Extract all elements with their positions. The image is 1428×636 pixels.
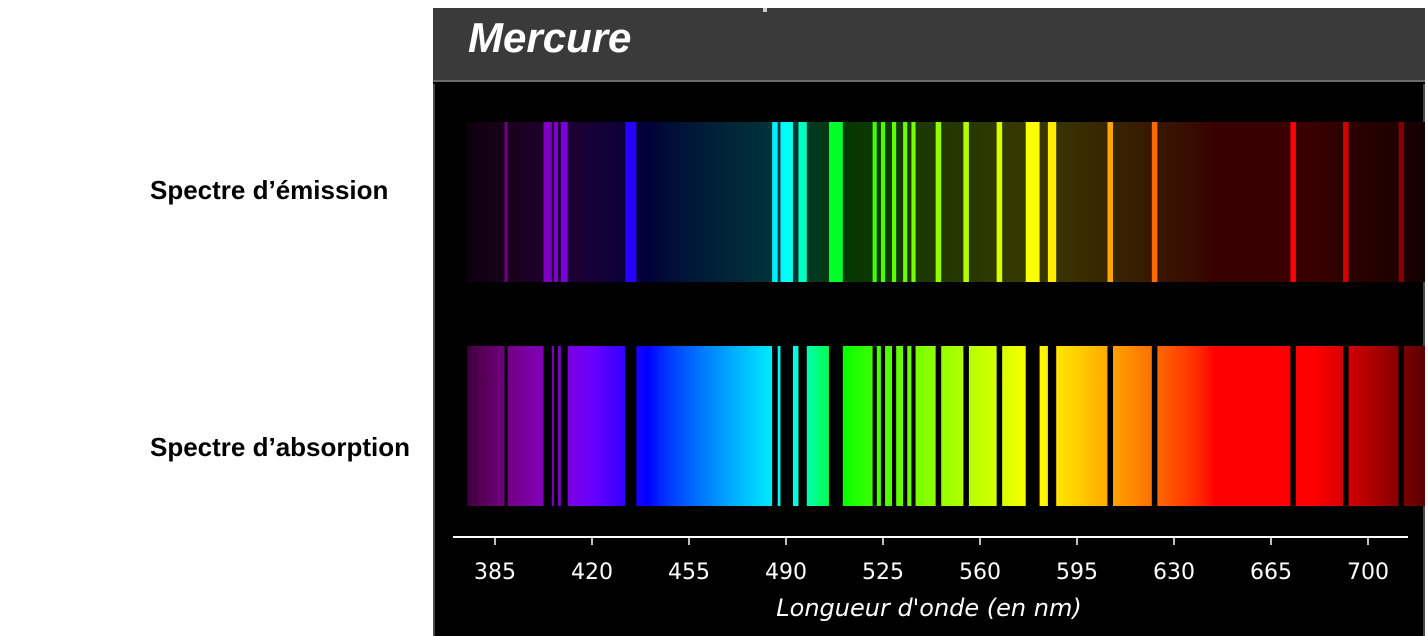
panel-title: Mercure: [468, 14, 632, 61]
absorption-line: [903, 346, 908, 506]
tick-label: 455: [668, 560, 710, 585]
tick-label: 700: [1347, 560, 1389, 585]
emission-line: [996, 122, 1003, 282]
tick-label: 665: [1250, 560, 1292, 585]
emission-line: [903, 122, 908, 282]
emission-line: [935, 122, 942, 282]
tick-label: 560: [959, 560, 1001, 585]
tick-label: 420: [571, 560, 613, 585]
emission-spectrum: [467, 122, 1425, 282]
tick-label: 595: [1056, 560, 1098, 585]
emission-line: [880, 122, 886, 282]
absorption-line: [1151, 346, 1158, 506]
emission-line: [560, 122, 568, 282]
emission-line: [772, 122, 778, 282]
absorption-background: [467, 346, 1425, 506]
absorption-spectrum: [467, 346, 1425, 506]
emission-line: [1343, 122, 1349, 282]
absorption-line: [1398, 346, 1405, 506]
emission-line: [1107, 122, 1114, 282]
absorption-line: [553, 346, 559, 506]
emission-line: [504, 122, 508, 282]
emission-line: [1047, 122, 1057, 282]
absorption-line: [784, 346, 793, 506]
emission-line: [1151, 122, 1158, 282]
emission-line: [780, 122, 786, 282]
header-mark: [763, 8, 767, 12]
emission-spectrum-label: Spectre d’émission: [150, 175, 389, 205]
axis-label: Longueur d'onde (en nm): [776, 594, 1081, 622]
tick-label: 525: [862, 560, 904, 585]
spectrum-chart: 385 420 455 490 525 560 595 630 665 700 Longueur d…: [453, 122, 1425, 622]
absorption-line: [1047, 346, 1057, 506]
absorption-line: [1343, 346, 1349, 506]
absorption-line: [1025, 346, 1040, 506]
emission-line: [543, 122, 552, 282]
absorption-line: [772, 346, 778, 506]
absorption-line: [1290, 346, 1296, 506]
absorption-line: [880, 346, 886, 506]
emission-line: [892, 122, 897, 282]
absorption-line: [798, 346, 807, 506]
absorption-line: [872, 346, 877, 506]
emission-line: [872, 122, 877, 282]
tick-label: 490: [765, 560, 807, 585]
emission-line: [1398, 122, 1405, 282]
absorption-line: [828, 346, 843, 506]
spectrum-panel: Mercure 385 420 455 490 525 560 595 630 665 700 Lo…: [433, 8, 1425, 636]
absorption-line: [560, 346, 568, 506]
absorption-line: [780, 346, 786, 506]
emission-line: [625, 122, 637, 282]
emission-dim-overlay: [467, 122, 1425, 282]
absorption-line: [625, 346, 637, 506]
emission-line: [798, 122, 807, 282]
absorption-spectrum-label: Spectre d’absorption: [150, 432, 411, 462]
emission-line: [784, 122, 793, 282]
absorption-line: [1107, 346, 1114, 506]
tick-label: 630: [1153, 560, 1195, 585]
absorption-line: [963, 346, 969, 506]
emission-line: [553, 122, 559, 282]
absorption-line: [996, 346, 1003, 506]
emission-line: [828, 122, 843, 282]
absorption-line: [911, 346, 916, 506]
emission-line: [1290, 122, 1296, 282]
absorption-line: [543, 346, 552, 506]
absorption-line: [504, 346, 508, 506]
absorption-line: [935, 346, 942, 506]
emission-line: [963, 122, 969, 282]
absorption-line: [892, 346, 897, 506]
panel-header: Mercure: [433, 8, 1425, 82]
tick-label: 385: [474, 560, 516, 585]
emission-line: [1025, 122, 1040, 282]
wavelength-axis: 385 420 455 490 525 560 595 630 665 700 Longueur d…: [453, 536, 1408, 622]
emission-line: [911, 122, 916, 282]
